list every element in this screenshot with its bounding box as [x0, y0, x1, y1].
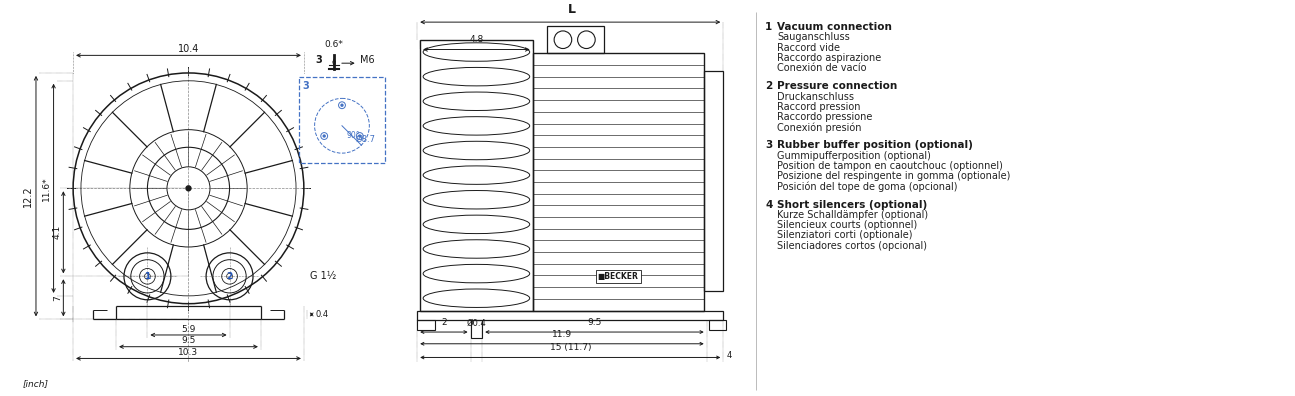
- Text: 12.2: 12.2: [23, 185, 34, 207]
- Text: 0.4: 0.4: [316, 310, 329, 319]
- Text: 5.9: 5.9: [181, 325, 196, 333]
- Text: M6: M6: [360, 55, 374, 65]
- Text: Ø0.4: Ø0.4: [466, 319, 487, 328]
- Text: Raccord pression: Raccord pression: [777, 102, 861, 112]
- Text: 10.4: 10.4: [177, 44, 199, 53]
- Text: 2: 2: [442, 318, 447, 327]
- Text: [inch]: [inch]: [22, 379, 48, 388]
- Text: Pressure connection: Pressure connection: [777, 81, 897, 91]
- Circle shape: [359, 135, 361, 137]
- Text: 11.6*: 11.6*: [43, 176, 52, 201]
- Text: 4: 4: [726, 351, 732, 360]
- Text: Conexión presión: Conexión presión: [777, 122, 861, 133]
- Bar: [299, 77, 385, 163]
- Text: ■BECKER: ■BECKER: [598, 272, 638, 281]
- Text: Kurze Schalldämpfer (optional): Kurze Schalldämpfer (optional): [777, 210, 929, 220]
- Bar: [703, 71, 724, 291]
- Bar: [420, 40, 532, 310]
- Bar: [417, 320, 435, 330]
- Text: Ø8.7: Ø8.7: [356, 134, 376, 143]
- Text: Gummipufferposition (optional): Gummipufferposition (optional): [777, 151, 931, 161]
- Text: 3: 3: [302, 81, 308, 91]
- Text: 15 (11.7): 15 (11.7): [549, 343, 591, 352]
- Text: Conexión de vacío: Conexión de vacío: [777, 63, 866, 73]
- Text: 4.1: 4.1: [53, 225, 62, 240]
- Text: 10.3: 10.3: [179, 348, 198, 357]
- Text: Raccordo pressione: Raccordo pressione: [777, 112, 873, 122]
- Text: 4.8: 4.8: [469, 34, 483, 44]
- Text: 3: 3: [316, 55, 322, 65]
- Bar: [548, 26, 603, 53]
- Text: 7: 7: [53, 295, 62, 301]
- Text: Raccordo aspirazione: Raccordo aspirazione: [777, 53, 882, 63]
- Text: Posición del tope de goma (opcional): Posición del tope de goma (opcional): [777, 181, 957, 192]
- Circle shape: [324, 135, 325, 137]
- Text: Sauganschluss: Sauganschluss: [777, 32, 850, 42]
- Bar: [417, 310, 724, 320]
- Text: 3: 3: [765, 141, 773, 150]
- Text: Rubber buffer position (optional): Rubber buffer position (optional): [777, 141, 973, 150]
- Text: Silenciadores cortos (opcional): Silenciadores cortos (opcional): [777, 241, 927, 251]
- Text: 11.9: 11.9: [552, 330, 572, 339]
- Text: Position de tampon en caoutchouc (optionnel): Position de tampon en caoutchouc (option…: [777, 161, 1002, 171]
- Text: Silencieux courts (optionnel): Silencieux courts (optionnel): [777, 220, 917, 230]
- Bar: [708, 320, 726, 330]
- Bar: [532, 53, 703, 310]
- Text: G 1½: G 1½: [310, 271, 335, 281]
- Text: Vacuum connection: Vacuum connection: [777, 22, 892, 32]
- Text: 1: 1: [765, 22, 773, 32]
- Text: L: L: [567, 3, 576, 16]
- Text: 9.5: 9.5: [587, 318, 602, 327]
- Text: 4: 4: [765, 200, 773, 209]
- Text: Druckanschluss: Druckanschluss: [777, 91, 853, 101]
- Text: Posizione del respingente in gomma (optionale): Posizione del respingente in gomma (opti…: [777, 171, 1010, 181]
- Circle shape: [186, 186, 190, 191]
- Text: 9.5: 9.5: [181, 336, 196, 345]
- Text: Raccord vide: Raccord vide: [777, 43, 840, 53]
- Text: 2: 2: [765, 81, 773, 91]
- Text: 2: 2: [227, 272, 233, 281]
- Text: 90°: 90°: [347, 131, 360, 140]
- Text: 1: 1: [144, 272, 150, 281]
- Text: Silenziatori corti (optionale): Silenziatori corti (optionale): [777, 230, 913, 240]
- Text: 0.6*: 0.6*: [325, 40, 343, 50]
- Text: Short silencers (optional): Short silencers (optional): [777, 200, 927, 209]
- Circle shape: [341, 104, 343, 106]
- Bar: [470, 320, 482, 338]
